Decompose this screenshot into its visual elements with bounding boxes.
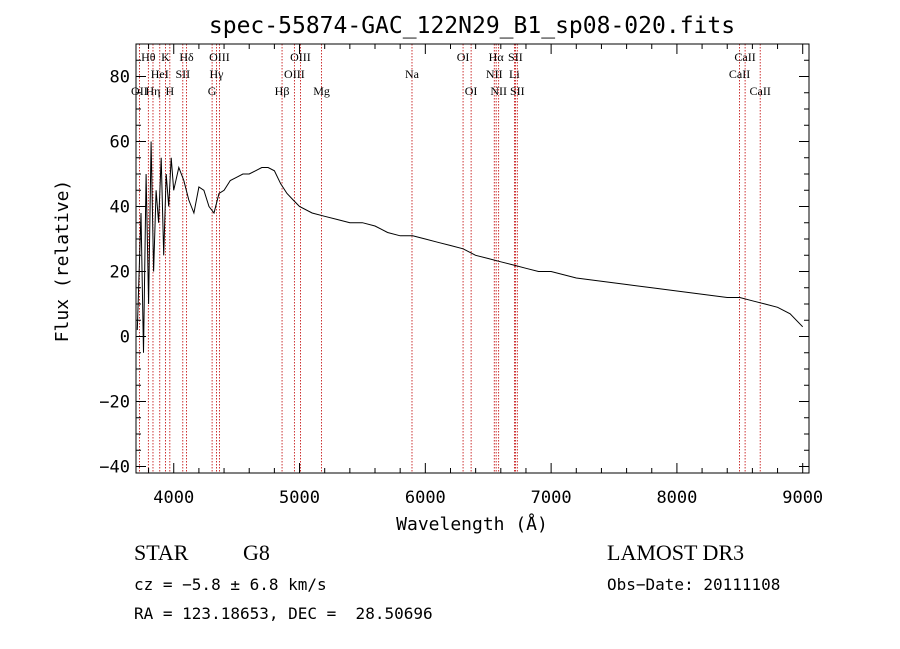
line-marker-label: Li [509, 67, 520, 81]
x-tick-label: 9000 [782, 488, 823, 508]
x-tick-label: 5000 [279, 488, 320, 508]
line-marker-label: OIII [284, 67, 305, 81]
line-marker-label: SII [508, 50, 523, 64]
object-class: STAR [134, 540, 189, 565]
y-axis-label: Flux (relative) [52, 180, 73, 343]
x-tick-labels: 4000 5000 6000 7000 8000 9000 [153, 488, 823, 508]
line-marker-label: NII [486, 67, 503, 81]
line-marker-label: Hθ [141, 50, 156, 64]
line-marker-label: G [208, 84, 217, 98]
line-marker-label: Mg [313, 84, 330, 98]
object-subclass: G8 [243, 540, 270, 565]
line-marker-label: OI [457, 50, 470, 64]
line-marker-label: HeI [151, 67, 169, 81]
line-marker-label: OI [465, 84, 478, 98]
y-tick-label: 40 [110, 198, 130, 218]
line-marker-label: CaII [729, 67, 750, 81]
line-marker-label: Hδ [179, 50, 194, 64]
x-tick-label: 4000 [153, 488, 194, 508]
line-marker-label: CaII [750, 84, 771, 98]
x-tick-label: 7000 [531, 488, 572, 508]
redshift-velocity: cz = −5.8 ± 6.8 km/s [134, 575, 327, 594]
line-markers [138, 44, 761, 473]
line-marker-label: Hη [146, 84, 161, 98]
line-marker-label: CaII [734, 50, 755, 64]
line-marker-label: NII [490, 84, 507, 98]
chart-title: spec-55874-GAC_122N29_B1_sp08-020.fits [209, 13, 735, 39]
line-marker-label: Hγ [210, 67, 225, 81]
line-marker-label: OIII [290, 50, 311, 64]
plot-frame [135, 43, 810, 474]
y-tick-label: 20 [110, 263, 130, 283]
line-marker-label: SII [510, 84, 525, 98]
line-marker-label: Na [405, 67, 420, 81]
spectrum-line [136, 141, 804, 353]
x-axis-label: Wavelength (Å) [396, 513, 548, 535]
y-tick-label: 0 [120, 328, 130, 348]
x-tick-label: 6000 [405, 488, 446, 508]
line-marker-label: K [161, 50, 170, 64]
y-tick-label: −20 [99, 393, 130, 413]
y-tick-label: 80 [110, 68, 130, 88]
axis-ticks [136, 44, 809, 473]
y-tick-label: 60 [110, 133, 130, 153]
y-tick-labels: −40 −20 0 20 40 60 80 [99, 68, 130, 478]
y-tick-label: −40 [99, 458, 130, 478]
x-tick-label: 8000 [656, 488, 697, 508]
line-marker-label: OII [131, 84, 148, 98]
line-marker-label: Hα [489, 50, 505, 64]
line-marker-label: OIII [209, 50, 230, 64]
survey-name: LAMOST DR3 [607, 540, 744, 565]
coordinates: RA = 123.18653, DEC = 28.50696 [134, 604, 433, 623]
line-marker-label: Hβ [275, 84, 290, 98]
observation-date: Obs−Date: 20111108 [607, 575, 780, 594]
line-marker-label: SII [175, 67, 190, 81]
line-marker-label: H [166, 84, 175, 98]
